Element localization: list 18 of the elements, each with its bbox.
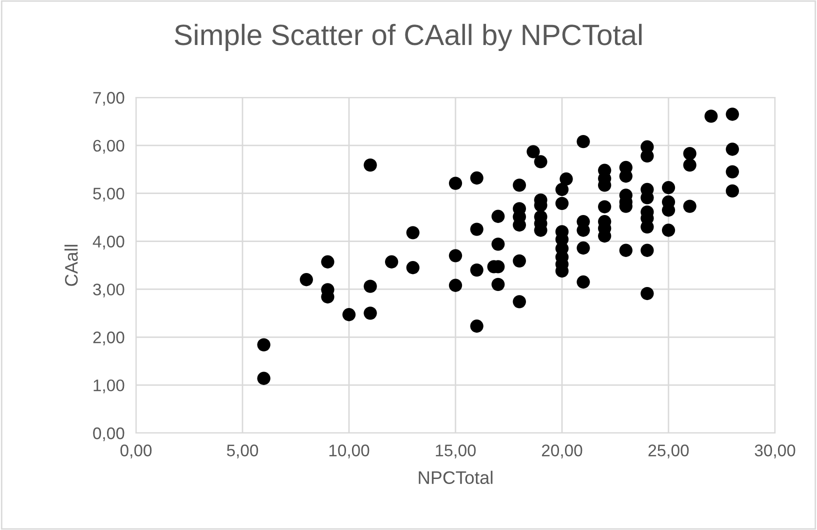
y-tick-label: 4,00: [92, 236, 124, 250]
y-tick-label: 5,00: [93, 188, 124, 202]
y-tick-label: 7,00: [93, 92, 124, 106]
x-tick-label: 20,00: [542, 444, 582, 458]
x-axis-title: NPCTotal: [418, 470, 492, 484]
x-tick-label: 25,00: [648, 444, 689, 458]
y-axis-title: CAall: [64, 244, 78, 286]
chart-title: Simple Scatter of CAall by NPCTotal: [174, 24, 642, 52]
x-tick-label: 10,00: [329, 444, 370, 458]
x-tick-label: 5,00: [226, 444, 258, 458]
y-tick-label: 0,00: [93, 427, 124, 442]
x-tick-label: 15,00: [436, 444, 476, 458]
y-tick-label: 3,00: [93, 284, 124, 298]
y-tick-label: 1,00: [94, 379, 124, 394]
y-tick-label: 2,00: [93, 332, 124, 346]
y-tick-label: 6,00: [93, 140, 124, 154]
x-tick-label: 0,00: [120, 444, 152, 458]
x-tick-label: 30,00: [754, 444, 796, 458]
